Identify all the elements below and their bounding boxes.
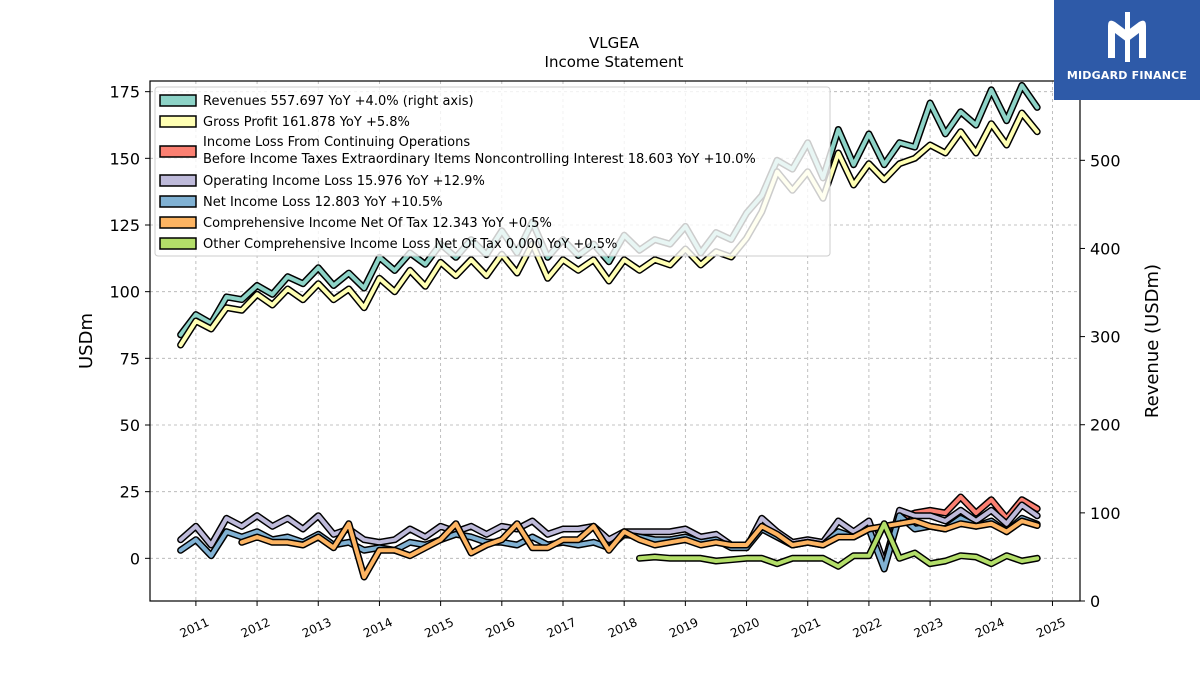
legend-swatch-5 (159, 216, 197, 229)
ytick-label-left: 0 (130, 549, 140, 568)
legend-box (154, 86, 831, 257)
ytick-label-right: 100 (1090, 504, 1121, 523)
xtick-label: 2016 (483, 615, 517, 641)
legend-label-1: Gross Profit 161.878 YoY +5.8% (203, 115, 410, 130)
series-line-6 (637, 521, 1040, 569)
ytick-label-right: 200 (1090, 416, 1121, 435)
legend-swatch-3 (159, 174, 197, 187)
legend-swatch-6 (159, 237, 197, 250)
y-axis-label-right: Revenue (USDm) (1142, 264, 1163, 418)
xtick-label: 2012 (239, 615, 273, 641)
ytick-label-left: 50 (120, 416, 140, 435)
ytick-label-right: 0 (1090, 592, 1100, 611)
xtick-label: 2021 (789, 615, 823, 641)
xtick-label: 2011 (178, 615, 212, 641)
midgard-finance-logo: MIDGARD FINANCE (1054, 0, 1200, 100)
xtick-label: 2025 (1034, 615, 1068, 641)
chart-title: VLGEA (589, 34, 640, 52)
xtick-label: 2018 (606, 615, 640, 641)
plot-frame (149, 80, 1081, 602)
series-line-0 (178, 83, 1040, 337)
legend-swatch-4 (159, 195, 197, 208)
midgard-m-monogram-icon (1108, 12, 1146, 62)
right-axis-ticks: 500 400 300 200 100 0 (1080, 151, 1121, 611)
legend-swatch-2 (159, 145, 197, 158)
ytick-label-right: 500 (1090, 151, 1121, 170)
ytick-label-left: 100 (109, 283, 140, 302)
legend-label-0: Revenues 557.697 YoY +4.0% (right axis) (203, 94, 474, 109)
xtick-label: 2013 (300, 615, 334, 641)
legend-label-5: Comprehensive Income Net Of Tax 12.343 Y… (203, 216, 552, 231)
xtick-label: 2023 (912, 615, 946, 641)
series-line-5 (239, 519, 1040, 579)
legend-label-3: Operating Income Loss 15.976 YoY +12.9% (203, 174, 485, 189)
ytick-label-right: 300 (1090, 328, 1121, 347)
xtick-label: 2015 (422, 615, 456, 641)
legend-label-2-line1: Income Loss From Continuing Operations (203, 135, 470, 150)
xtick-label: 2022 (851, 615, 885, 641)
series-lines (177, 81, 1041, 581)
chart-subtitle: Income Statement (545, 53, 684, 71)
xtick-label: 2019 (667, 615, 701, 641)
xtick-label: 2024 (973, 615, 1007, 641)
ytick-label-left: 25 (120, 483, 140, 502)
legend-label-6: Other Comprehensive Income Loss Net Of T… (203, 237, 617, 252)
ytick-label-left: 150 (109, 149, 140, 168)
legend-label-4: Net Income Loss 12.803 YoY +10.5% (203, 195, 443, 210)
xtick-label: 2020 (728, 615, 762, 641)
legend-swatch-1 (159, 115, 197, 128)
ytick-label-left: 75 (120, 349, 140, 368)
legend-swatch-0 (159, 94, 197, 107)
x-axis-ticks: 2011 2012 2013 2014 2015 2016 2017 2018 2019 2020… (178, 601, 1068, 641)
y-axis-label-left: USDm (76, 313, 97, 369)
ytick-label-left: 175 (109, 83, 140, 102)
legend: Revenues 557.697 YoY +4.0% (right axis) G… (154, 86, 831, 257)
ytick-label-right: 400 (1090, 239, 1121, 258)
xtick-label: 2017 (545, 615, 579, 641)
xtick-label: 2014 (361, 615, 395, 641)
left-axis-ticks: 175 150 125 100 75 50 25 0 (109, 83, 150, 568)
brand-name: MIDGARD FINANCE (1066, 69, 1188, 82)
legend-label-2-line2: Before Income Taxes Extraordinary Items … (203, 152, 756, 167)
series-line-1 (178, 111, 1040, 347)
ytick-label-left: 125 (109, 216, 140, 235)
